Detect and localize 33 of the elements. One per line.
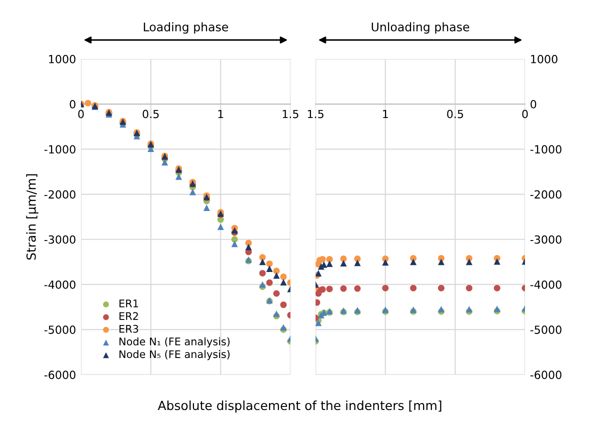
x-axis-title: Absolute displacement of the indenters [mm] — [158, 400, 442, 413]
x-tick-label: 0.5 — [142, 110, 159, 118]
y2-tick-label: -6000 — [530, 370, 562, 380]
y-tick-label: -6000 — [44, 370, 76, 380]
y2-tick-label: -4000 — [530, 280, 562, 289]
y-axis-title: Strain [µm/m] — [26, 174, 38, 260]
x-tick-label: 1.5 — [308, 110, 324, 118]
text: Loading phase — [144, 22, 228, 34]
x-tick-label: 1.5 — [282, 110, 298, 118]
x-tick-label: 0 — [522, 110, 528, 118]
y-tick-label: 1000 — [49, 54, 76, 64]
y2-tick-label: 1000 — [531, 54, 558, 64]
text: Unloading phase — [372, 22, 470, 34]
y-tick-label: -1000 — [44, 145, 76, 154]
x-tick-label: 1 — [383, 110, 388, 118]
y2-tick-label: 0 — [530, 100, 536, 108]
legend-label: ER1 — [120, 300, 138, 308]
y2-tick-label: -2000 — [530, 190, 562, 199]
x-tick-label: 0.5 — [447, 110, 464, 118]
legend-label: ER2 — [120, 312, 138, 320]
y-tick-label: -5000 — [44, 326, 76, 334]
x-tick-label: 0 — [78, 110, 84, 118]
y2-tick-label: -5000 — [530, 326, 562, 334]
y2-tick-label: -1000 — [530, 145, 562, 154]
y-tick-label: -4000 — [44, 280, 76, 289]
y-tick-label: -3000 — [44, 235, 76, 244]
x-tick-label: 1 — [218, 110, 224, 118]
y2-tick-label: -3000 — [530, 235, 562, 244]
legend-label: ER3 — [120, 324, 138, 333]
y-tick-label: 0 — [70, 100, 76, 108]
y-tick-label: -2000 — [44, 190, 76, 199]
legend-label: Node N₅ (FE analysis) — [120, 350, 230, 360]
legend-label: Node N₁ (FE analysis) — [120, 337, 230, 348]
